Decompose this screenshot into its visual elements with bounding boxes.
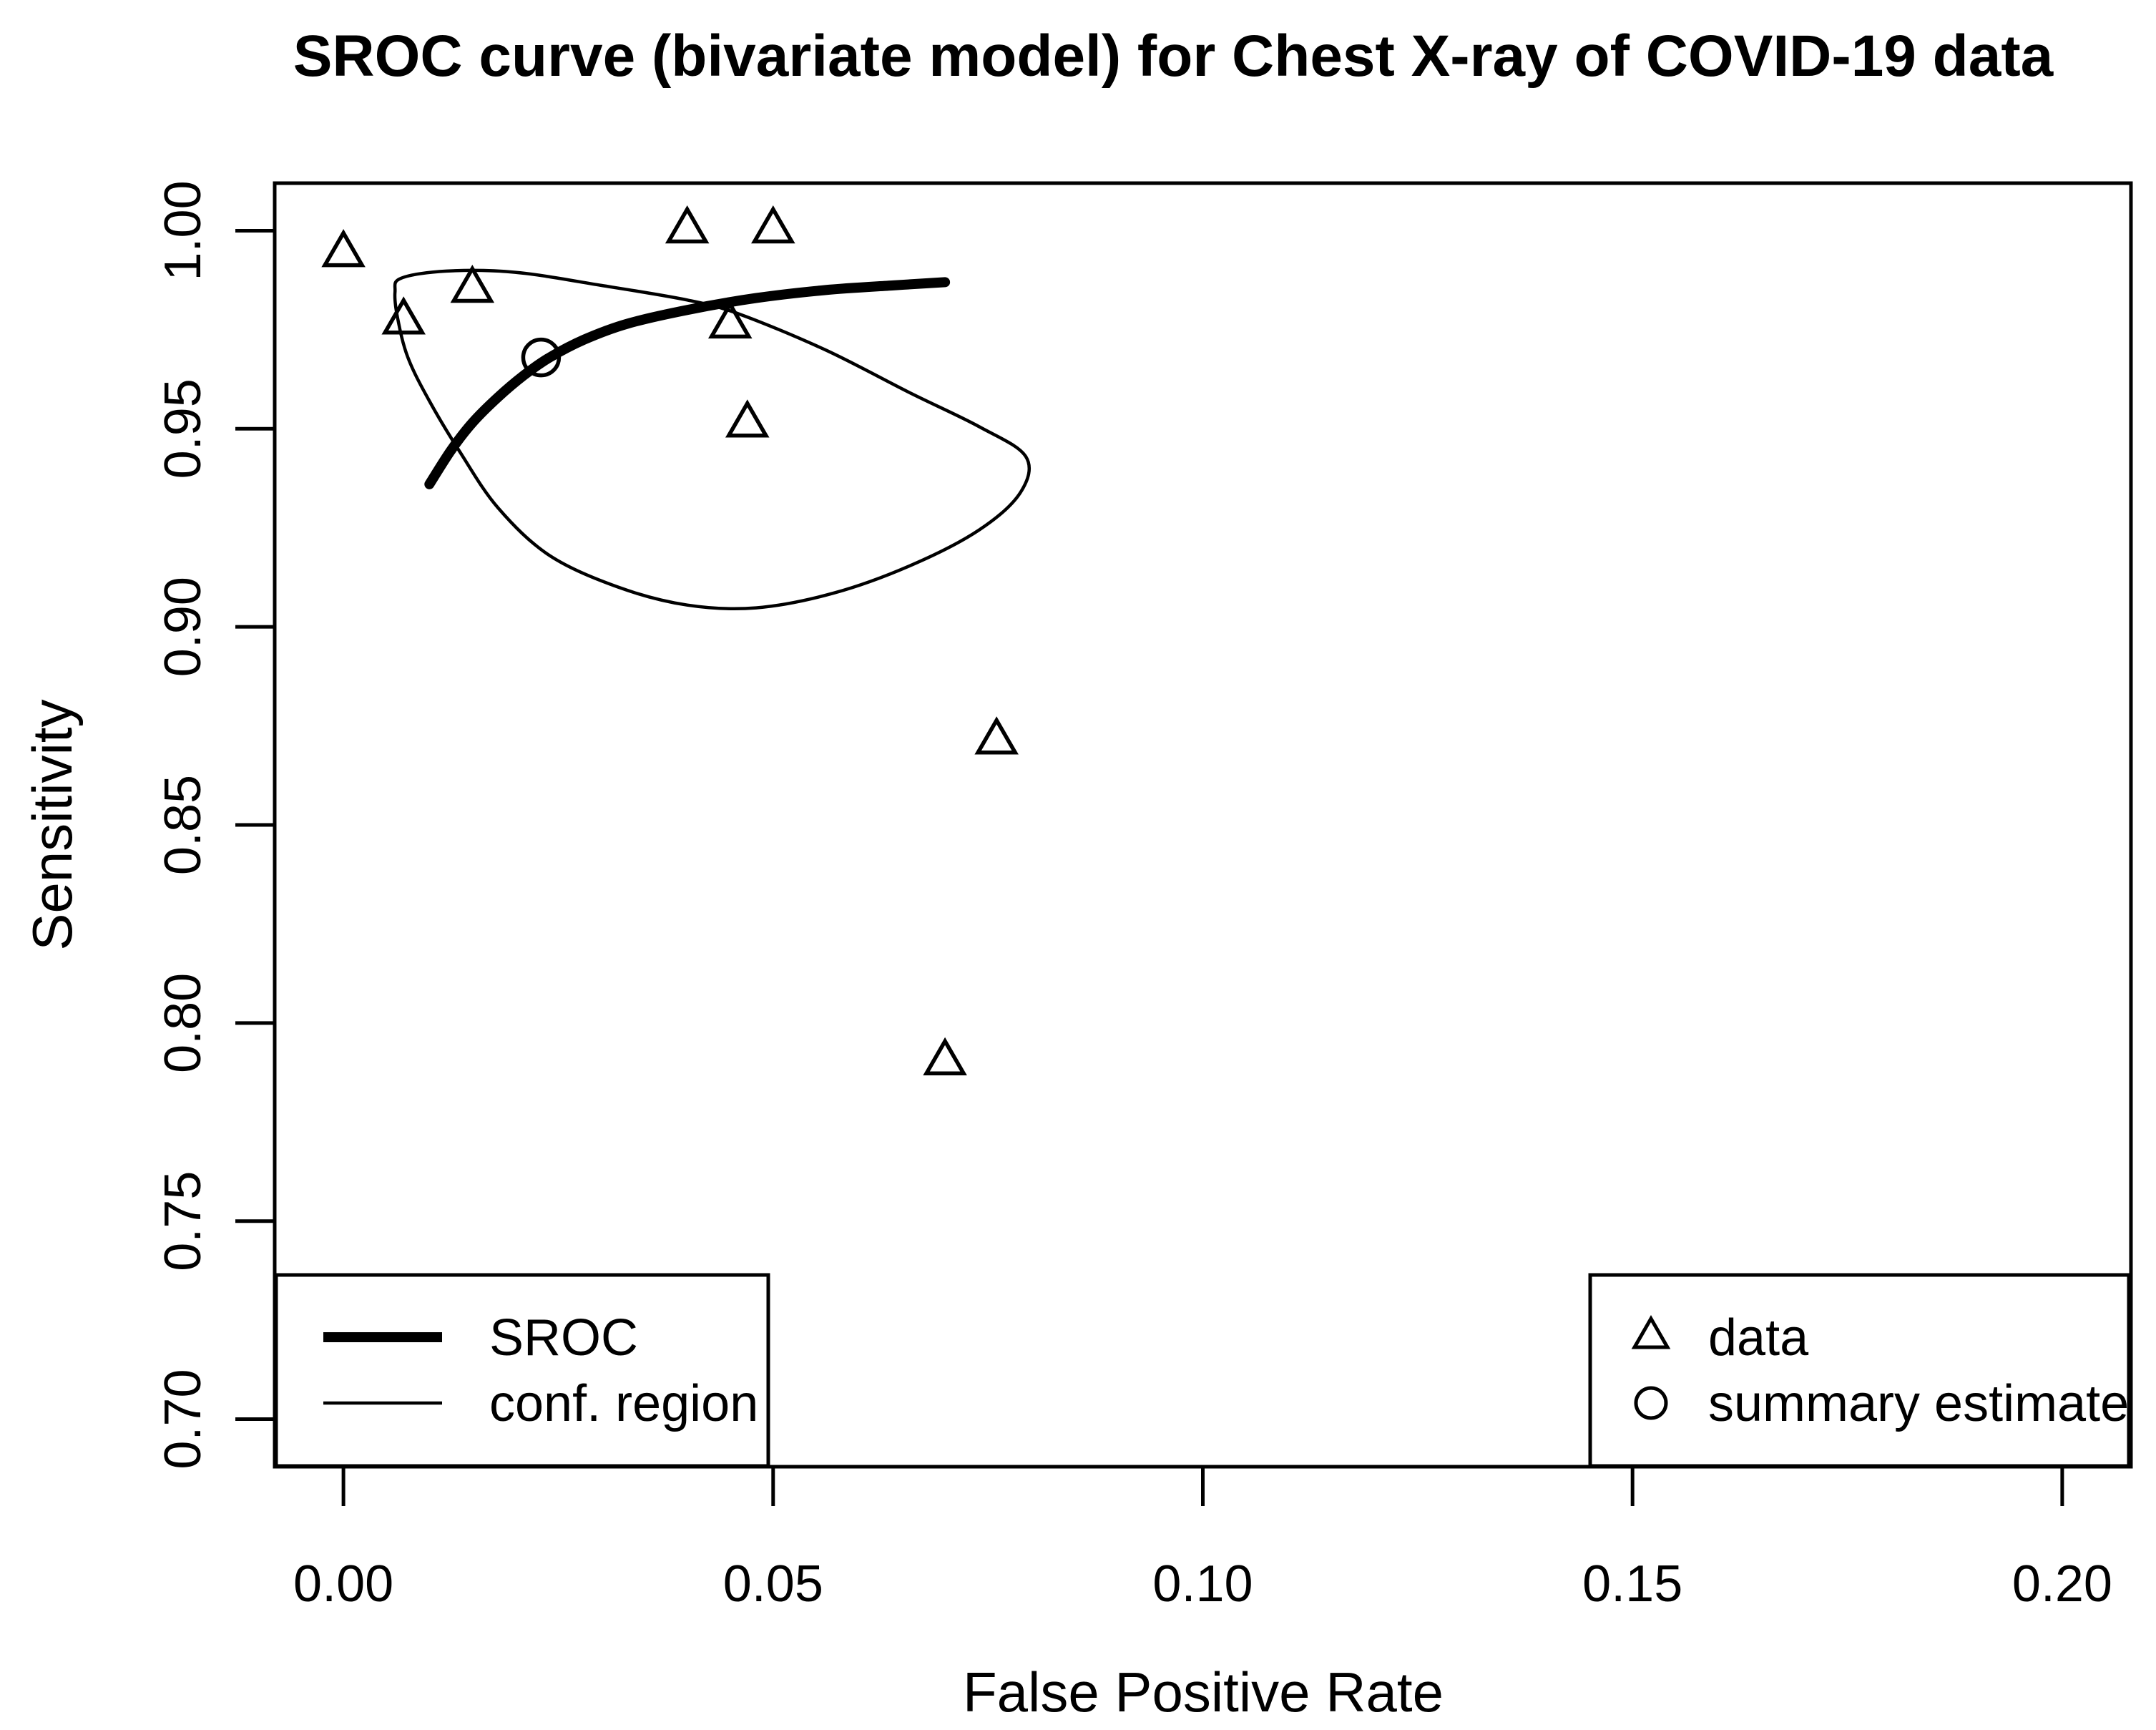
- legend-right-box: [1588, 1273, 2131, 1468]
- data-point-triangle: [707, 300, 753, 339]
- summary-estimate-point: [521, 337, 562, 378]
- y-tick-label: 0.80: [155, 973, 212, 1073]
- chart-title: SROC curve (bivariate model) for Chest X…: [293, 24, 2054, 89]
- legend-label-sroc: SROC: [489, 1309, 638, 1367]
- x-tick-label: 0.15: [1582, 1555, 1682, 1613]
- data-point-triangle: [665, 205, 710, 244]
- x-tick-label: 0.20: [2012, 1555, 2112, 1613]
- legend-left-box: [274, 1273, 770, 1468]
- legend-left: SROC conf. region: [274, 1273, 770, 1468]
- data-point-triangle: [725, 399, 770, 438]
- y-axis-title: Sensitivity: [21, 699, 84, 950]
- y-tick-label: 0.90: [155, 577, 212, 677]
- x-tick-label: 0.10: [1152, 1555, 1253, 1613]
- legend-label-data: data: [1708, 1309, 1809, 1367]
- legend-label-conf-region: conf. region: [489, 1375, 758, 1432]
- data-point-triangle: [923, 1037, 967, 1075]
- data-point-triangle: [381, 296, 426, 335]
- legend-right: data summary estimate: [1588, 1273, 2131, 1468]
- legend-circle-icon: [1634, 1386, 1668, 1420]
- legend-triangle-icon: [1631, 1314, 1671, 1349]
- plot-area: 0.00 0.05 0.10 0.15 0.20 0.70 0.75 0.80 0.85 0.90…: [155, 180, 2133, 1613]
- legend-label-summary-estimate: summary estimate: [1708, 1375, 2129, 1432]
- y-tick-label: 0.95: [155, 378, 212, 479]
- x-tick-label: 0.00: [293, 1555, 393, 1613]
- data-point-triangle: [450, 265, 495, 303]
- y-tick-label: 1.00: [155, 180, 212, 280]
- y-tick-label: 0.75: [155, 1171, 212, 1271]
- data-point-triangle: [974, 716, 1019, 755]
- data-point-triangle: [751, 205, 795, 244]
- x-tick-label: 0.05: [723, 1555, 823, 1613]
- y-tick-label: 0.85: [155, 775, 212, 875]
- data-point-triangle: [321, 229, 366, 268]
- confidence-region-curve: [393, 268, 1032, 611]
- sroc-curve: [424, 277, 951, 489]
- x-axis-title: False Positive Rate: [963, 1661, 1444, 1724]
- y-tick-label: 0.70: [155, 1369, 212, 1469]
